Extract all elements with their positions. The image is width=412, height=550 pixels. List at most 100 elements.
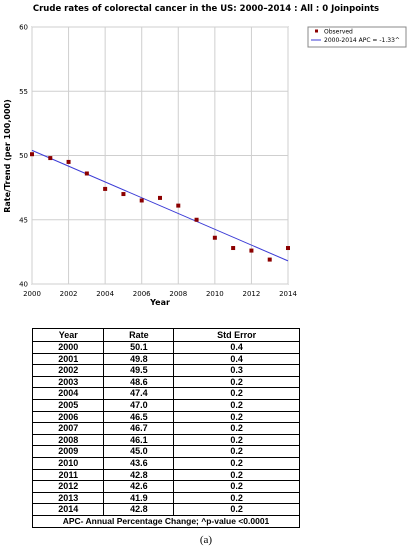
observed-point bbox=[194, 217, 199, 222]
table-note: APC- Annual Percentage Change; ^p-value … bbox=[32, 514, 300, 528]
y-tick-label: 40 bbox=[19, 281, 28, 289]
table-row: 2004 47.4 0.2 bbox=[31, 387, 300, 400]
x-tick-label: 2014 bbox=[279, 290, 297, 298]
cell-std-error: 0.3 bbox=[173, 364, 300, 377]
cell-rate: 42.8 bbox=[103, 503, 175, 516]
x-tick-label: 2000 bbox=[23, 290, 41, 298]
x-tick-label: 2004 bbox=[96, 290, 114, 298]
table-row: 2006 46.5 0.2 bbox=[31, 410, 300, 424]
cell-year: 2002 bbox=[31, 364, 105, 377]
cell-std-error: 0.2 bbox=[173, 422, 300, 435]
table-body: 2000 50.1 0.4 2001 49.8 0.4 2002 49.5 0.3 2003 48.… bbox=[31, 341, 300, 516]
observed-point bbox=[139, 198, 144, 203]
observed-point bbox=[66, 159, 71, 164]
legend: Observed 2000-2014 APC = -1.33^ bbox=[307, 26, 407, 48]
observed-point bbox=[158, 195, 162, 200]
cell-std-error: 0.2 bbox=[173, 503, 300, 516]
observed-point bbox=[103, 186, 108, 191]
cell-year: 2009 bbox=[31, 445, 105, 458]
cell-rate: 46.7 bbox=[103, 422, 175, 435]
cell-rate: 49.8 bbox=[103, 352, 175, 366]
table-row: 2010 43.6 0.2 bbox=[31, 456, 300, 470]
figure-caption: (a) bbox=[199, 534, 213, 546]
y-tick-label: 60 bbox=[19, 24, 28, 32]
trend-line bbox=[31, 149, 289, 262]
y-axis-label: Rate/Trend (per 100,000) bbox=[3, 99, 12, 213]
y-tick-label: 45 bbox=[19, 216, 28, 224]
data-table: Year Rate Std Error 2000 50.1 0.4 2001 49.8 0… bbox=[31, 328, 300, 528]
cell-year: 2008 bbox=[31, 433, 105, 447]
cell-rate: 46.1 bbox=[103, 433, 175, 447]
cell-rate: 46.5 bbox=[103, 410, 175, 424]
cell-std-error: 0.2 bbox=[173, 387, 300, 400]
table-row: 2005 47.0 0.2 bbox=[31, 398, 300, 412]
table-row: 2001 49.8 0.4 bbox=[31, 352, 300, 366]
observed-point bbox=[267, 257, 272, 262]
table-row: 2008 46.1 0.2 bbox=[31, 433, 300, 447]
cell-year: 2006 bbox=[31, 410, 105, 424]
cell-std-error: 0.2 bbox=[173, 491, 300, 505]
observed-point bbox=[48, 156, 53, 161]
cell-year: 2014 bbox=[31, 503, 105, 516]
cell-rate: 42.8 bbox=[103, 468, 175, 482]
table-row: 2003 48.6 0.2 bbox=[31, 375, 300, 389]
cell-year: 2003 bbox=[31, 375, 105, 389]
cell-rate: 45.0 bbox=[103, 445, 175, 458]
y-tick-label: 55 bbox=[19, 88, 28, 96]
cell-std-error: 0.2 bbox=[173, 433, 300, 447]
cell-std-error: 0.2 bbox=[173, 468, 300, 482]
observed-point bbox=[176, 203, 181, 208]
header-rate: Rate bbox=[103, 328, 175, 342]
cell-rate: 48.6 bbox=[103, 375, 175, 389]
cell-year: 2005 bbox=[31, 398, 105, 412]
observed-point bbox=[286, 246, 290, 251]
cell-std-error: 0.4 bbox=[173, 341, 300, 354]
table-row: 2011 42.8 0.2 bbox=[31, 468, 300, 482]
cell-rate: 43.6 bbox=[103, 456, 175, 470]
cell-year: 2012 bbox=[31, 480, 105, 493]
observed-point bbox=[30, 152, 34, 157]
x-axis-label: Year bbox=[149, 298, 170, 307]
x-tick-label: 2006 bbox=[133, 290, 151, 298]
cell-rate: 47.0 bbox=[103, 398, 175, 412]
cell-rate: 50.1 bbox=[103, 341, 175, 354]
y-tick-label: 50 bbox=[19, 152, 28, 160]
chart-title: Crude rates of colorectal cancer in the … bbox=[33, 4, 379, 14]
cell-rate: 41.9 bbox=[103, 491, 175, 505]
table-note-row: APC- Annual Percentage Change; ^p-value … bbox=[32, 514, 300, 528]
legend-box bbox=[307, 26, 407, 48]
table-row: 2002 49.5 0.3 bbox=[31, 364, 300, 377]
legend-trend-label: 2000-2014 APC = -1.33^ bbox=[324, 37, 400, 44]
observed-point bbox=[84, 171, 89, 176]
cell-rate: 49.5 bbox=[103, 364, 175, 377]
cell-year: 2010 bbox=[31, 456, 105, 470]
cell-std-error: 0.2 bbox=[173, 375, 300, 389]
observed-point bbox=[212, 235, 217, 240]
cell-rate: 42.6 bbox=[103, 480, 175, 493]
cell-year: 2000 bbox=[31, 341, 105, 354]
table-row: 2012 42.6 0.2 bbox=[31, 480, 300, 493]
x-tick-label: 2012 bbox=[243, 290, 261, 298]
observed-point bbox=[249, 248, 254, 253]
x-tick-label: 2002 bbox=[60, 290, 78, 298]
cell-year: 2011 bbox=[31, 468, 105, 482]
series-layer bbox=[30, 149, 290, 262]
table-row: 2007 46.7 0.2 bbox=[31, 422, 300, 435]
cell-year: 2013 bbox=[31, 491, 105, 505]
table-row: 2013 41.9 0.2 bbox=[31, 491, 300, 505]
grid-lines bbox=[31, 26, 289, 285]
table-row: 2009 45.0 0.2 bbox=[31, 445, 300, 458]
header-year: Year bbox=[31, 328, 105, 342]
legend-observed-label: Observed bbox=[324, 29, 353, 36]
cell-std-error: 0.2 bbox=[173, 480, 300, 493]
table-row: 2000 50.1 0.4 bbox=[31, 341, 300, 354]
observed-point bbox=[121, 192, 126, 197]
cell-std-error: 0.2 bbox=[173, 398, 300, 412]
chart: Crude rates of colorectal cancer in the … bbox=[3, 4, 407, 307]
cell-year: 2001 bbox=[31, 352, 105, 366]
cell-std-error: 0.4 bbox=[173, 352, 300, 366]
y-axis-ticks: 40 45 50 55 60 bbox=[19, 24, 28, 289]
cell-std-error: 0.2 bbox=[173, 410, 300, 424]
cell-std-error: 0.2 bbox=[173, 445, 300, 458]
x-axis-ticks: 2000 2002 2004 2006 2008 2010 2012 2014 bbox=[23, 290, 297, 298]
